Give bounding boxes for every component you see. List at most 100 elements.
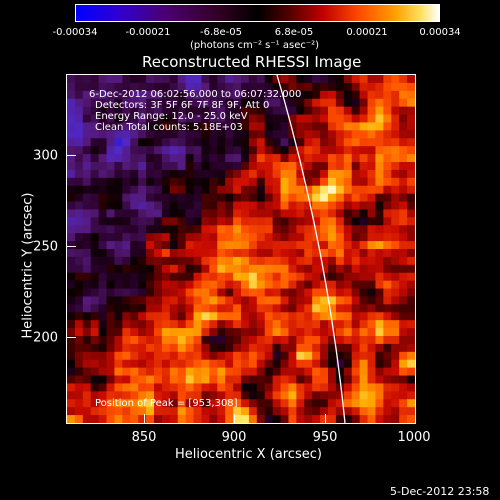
heatmap-cell — [296, 280, 305, 290]
heatmap-cell — [74, 233, 84, 242]
heatmap-cell — [106, 209, 116, 218]
heatmap-cell — [328, 312, 337, 321]
heatmap-cell — [193, 201, 203, 211]
heatmap-cell — [193, 399, 203, 408]
heatmap-cell — [312, 75, 321, 84]
x-axis-label: Heliocentric X (arcsec) — [175, 447, 322, 462]
heatmap-cell — [209, 82, 218, 92]
heatmap-cell — [320, 82, 329, 92]
heatmap-cell — [114, 106, 123, 116]
heatmap-cell — [288, 193, 297, 203]
heatmap-cell — [138, 336, 147, 345]
heatmap-cell — [407, 312, 415, 321]
heatmap-cell — [98, 138, 108, 147]
heatmap-cell — [399, 256, 408, 266]
heatmap-cell — [391, 225, 400, 234]
heatmap-cell — [161, 233, 171, 242]
heatmap-cell — [407, 375, 415, 385]
heatmap-cell — [304, 122, 313, 131]
heatmap-cell — [343, 209, 353, 218]
heatmap-cell — [114, 296, 123, 305]
heatmap-cell — [272, 256, 282, 266]
heatmap-cell — [383, 256, 392, 266]
heatmap-cell — [328, 185, 337, 195]
heatmap-cell — [375, 312, 384, 321]
heatmap-cell — [343, 169, 353, 179]
heatmap-cell — [201, 343, 210, 353]
heatmap-cell — [67, 241, 76, 250]
heatmap-cell — [296, 367, 305, 377]
heatmap-cell — [248, 296, 258, 305]
heatmap-cell — [185, 328, 195, 337]
heatmap-cell — [114, 241, 123, 250]
heatmap-cell — [312, 114, 321, 124]
heatmap-cell — [312, 233, 321, 242]
heatmap-cell — [74, 407, 84, 416]
heatmap-cell — [351, 288, 361, 298]
heatmap-cell — [90, 320, 100, 329]
heatmap-cell — [320, 90, 329, 100]
heatmap-cell — [241, 343, 250, 353]
heatmap-cell — [185, 193, 195, 203]
heatmap-cell — [169, 359, 179, 369]
heatmap-cell — [82, 249, 92, 258]
heatmap-cell — [256, 114, 266, 124]
heatmap-cell — [272, 106, 282, 116]
heatmap-cell — [193, 209, 203, 218]
heatmap-cell — [335, 241, 345, 250]
heatmap-cell — [185, 391, 195, 400]
heatmap-cell — [328, 130, 337, 139]
heatmap-cell — [328, 407, 337, 416]
heatmap-cell — [98, 233, 108, 242]
heatmap-cell — [288, 225, 297, 234]
heatmap-cell — [217, 249, 226, 258]
heatmap-cell — [138, 201, 147, 211]
heatmap-cell — [169, 169, 179, 179]
heatmap-cell — [114, 320, 123, 329]
heatmap-cell — [217, 146, 226, 155]
heatmap-cell — [233, 201, 242, 211]
heatmap-cell — [169, 162, 179, 171]
heatmap-cell — [98, 383, 108, 392]
heatmap-cell — [161, 256, 171, 266]
heatmap-cell — [98, 415, 108, 423]
heatmap-cell — [90, 375, 100, 385]
heatmap-cell — [177, 415, 187, 423]
heatmap-cell — [193, 225, 203, 234]
heatmap-cell — [169, 351, 179, 361]
heatmap-cell — [154, 169, 163, 179]
heatmap-cell — [264, 249, 274, 258]
heatmap-cell — [272, 320, 282, 329]
heatmap-cell — [351, 415, 361, 423]
heatmap-cell — [375, 185, 384, 195]
heatmap-cell — [280, 146, 290, 155]
heatmap-cell — [106, 264, 116, 274]
heatmap-cell — [201, 154, 210, 163]
heatmap-cell — [114, 233, 123, 242]
heatmap-cell — [130, 201, 139, 211]
heatmap-cell — [106, 367, 116, 377]
heatmap-cell — [328, 249, 337, 258]
heatmap-cell — [296, 304, 305, 313]
heatmap-cell — [169, 391, 179, 400]
heatmap-cell — [359, 367, 369, 377]
heatmap-cell — [241, 225, 250, 234]
heatmap-cell — [106, 343, 116, 353]
heatmap-cell — [343, 217, 353, 226]
heatmap-cell — [407, 122, 415, 131]
heatmap-cell — [82, 177, 92, 187]
heatmap-cell — [383, 359, 392, 369]
heatmap-cell — [193, 90, 203, 100]
heatmap-cell — [82, 193, 92, 203]
heatmap-cell — [407, 304, 415, 313]
heatmap-cell — [82, 264, 92, 274]
heatmap-cell — [82, 162, 92, 171]
heatmap-cell — [122, 169, 131, 179]
heatmap-cell — [233, 177, 242, 187]
heatmap-cell — [296, 375, 305, 385]
heatmap-cell — [304, 288, 313, 298]
heatmap-cell — [272, 391, 282, 400]
heatmap-cell — [177, 225, 187, 234]
heatmap-cell — [177, 328, 187, 337]
heatmap-cell — [67, 122, 76, 131]
